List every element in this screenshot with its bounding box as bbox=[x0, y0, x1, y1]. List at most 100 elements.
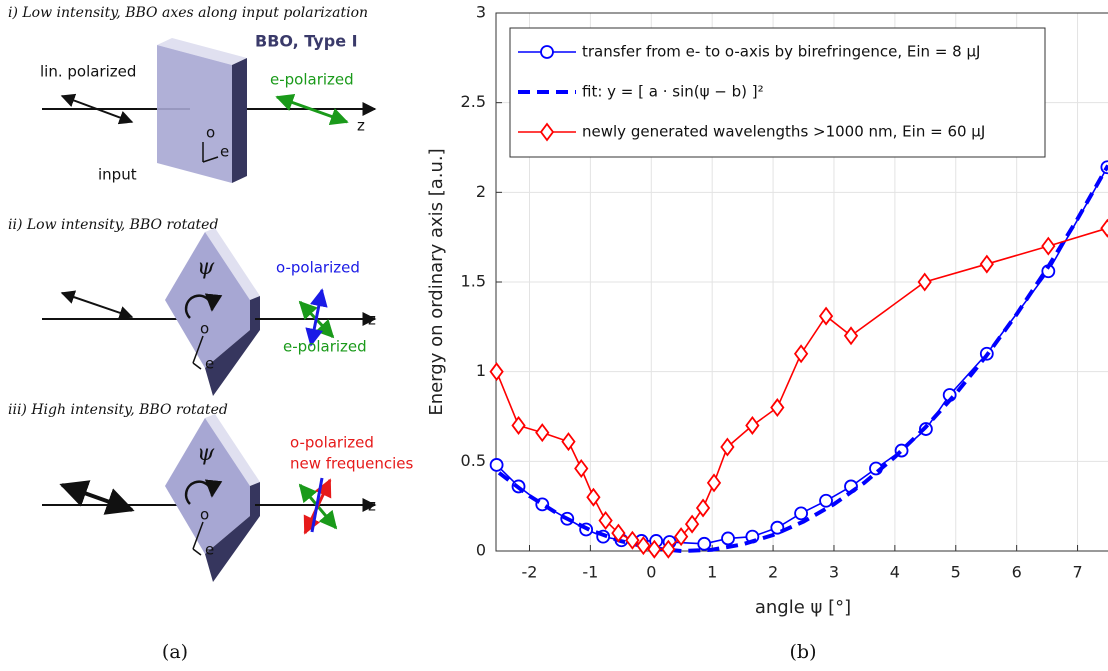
label: e-polarized bbox=[270, 71, 354, 89]
x-tick-label: 6 bbox=[1012, 563, 1022, 582]
crystal-front bbox=[157, 45, 232, 183]
label: lin. polarized bbox=[40, 63, 136, 81]
caption: (b) bbox=[790, 641, 817, 663]
x-tick-label: 3 bbox=[829, 563, 839, 582]
point bbox=[586, 487, 601, 507]
point bbox=[843, 326, 859, 346]
panel-title: ii) Low intensity, BBO rotated bbox=[8, 217, 218, 233]
label: e bbox=[205, 355, 214, 373]
legend-label: fit: y = [ a · sin(ψ − b) ]² bbox=[582, 83, 764, 101]
x-tick-label: 1 bbox=[707, 563, 717, 582]
label: z bbox=[368, 497, 376, 515]
y-tick-label: 1 bbox=[476, 361, 486, 380]
polarization-arrow bbox=[59, 480, 135, 515]
crystal-side bbox=[205, 482, 260, 582]
x-tick-label: -1 bbox=[582, 563, 598, 582]
point bbox=[598, 511, 613, 531]
polarization-arrow bbox=[310, 477, 324, 533]
point bbox=[684, 514, 700, 534]
label: o-polarized bbox=[290, 434, 374, 452]
panel-title: i) Low intensity, BBO axes along input p… bbox=[8, 5, 368, 21]
panel-title: iii) High intensity, BBO rotated bbox=[8, 402, 228, 418]
label: z bbox=[357, 117, 365, 135]
label: o-polarized bbox=[276, 259, 360, 277]
point bbox=[819, 493, 833, 508]
label: input bbox=[98, 166, 137, 184]
label: e bbox=[220, 143, 229, 161]
crystal-side bbox=[205, 296, 260, 396]
y-tick-label: 0 bbox=[476, 541, 486, 560]
angle-label: ψ bbox=[197, 255, 215, 280]
point bbox=[661, 539, 676, 559]
panel-ii: ii) Low intensity, BBO rotated ψ o-polar… bbox=[8, 217, 377, 396]
crystal-top bbox=[157, 38, 247, 65]
legend-marker bbox=[540, 45, 554, 59]
y-tick-label: 2 bbox=[476, 182, 486, 201]
crystal-top bbox=[205, 414, 260, 486]
x-tick-label: 2 bbox=[768, 563, 778, 582]
point bbox=[1041, 236, 1056, 256]
polarization-arrow bbox=[60, 290, 134, 320]
point bbox=[721, 531, 735, 546]
point bbox=[511, 415, 526, 435]
x-axis-label: angle ψ [°] bbox=[755, 597, 851, 618]
point bbox=[636, 536, 651, 556]
axes-icon bbox=[192, 521, 204, 556]
label: e bbox=[205, 541, 214, 559]
x-tick-label: 4 bbox=[890, 563, 900, 582]
point bbox=[611, 523, 626, 543]
point bbox=[720, 437, 735, 457]
crystal-label: BBO, Type I bbox=[255, 32, 358, 51]
label: o bbox=[200, 320, 209, 338]
y-tick-label: 0.5 bbox=[461, 451, 486, 470]
axis-frame bbox=[495, 12, 1108, 552]
label: e-polarized bbox=[283, 338, 367, 356]
chart-b: 0 0.5 1 1.5 2 2.5 3 -2 -1 0 1 2 3 4 5 6 7 transfer from e… bbox=[461, 3, 1108, 582]
point bbox=[535, 423, 550, 443]
y-tick-label: 1.5 bbox=[461, 272, 486, 291]
point bbox=[794, 506, 808, 521]
panel-i: i) Low intensity, BBO axes along input p… bbox=[8, 5, 377, 184]
point bbox=[697, 536, 712, 551]
point bbox=[1100, 218, 1108, 238]
label: o bbox=[206, 124, 215, 142]
label: new frequencies bbox=[290, 455, 414, 473]
polarization-arrow bbox=[305, 288, 328, 347]
rotation-arrow bbox=[184, 479, 223, 505]
crystal-side bbox=[232, 58, 247, 183]
point bbox=[818, 306, 834, 326]
crystal-top bbox=[205, 228, 260, 300]
y-tick-label: 3 bbox=[476, 3, 486, 22]
y-tick-label: 2.5 bbox=[461, 92, 486, 111]
point bbox=[706, 473, 722, 493]
legend-marker bbox=[539, 122, 555, 142]
point bbox=[574, 459, 589, 479]
legend-label: transfer from e- to o-axis by birefringe… bbox=[582, 43, 980, 61]
caption: (a) bbox=[162, 641, 188, 663]
panel-iii: iii) High intensity, BBO rotated ψ o-pol… bbox=[8, 402, 414, 582]
point bbox=[770, 398, 785, 418]
legend: transfer from e- to o-axis by birefringe… bbox=[509, 27, 1046, 158]
rotation-arrow bbox=[184, 293, 223, 319]
point bbox=[793, 344, 809, 364]
x-tick-label: -2 bbox=[522, 563, 538, 582]
angle-label: ψ bbox=[197, 441, 215, 466]
point bbox=[917, 272, 932, 292]
x-tick-label: 5 bbox=[951, 563, 961, 582]
x-tick-label: 7 bbox=[1072, 563, 1082, 582]
polarization-arrow bbox=[60, 93, 134, 125]
point bbox=[489, 458, 504, 472]
label: z bbox=[368, 311, 376, 329]
legend-label: newly generated wavelengths >1000 nm, Ei… bbox=[582, 123, 985, 141]
point bbox=[625, 530, 640, 550]
label: o bbox=[200, 506, 209, 524]
axes-icon bbox=[202, 142, 219, 163]
y-axis-label: Energy on ordinary axis [a.u.] bbox=[426, 148, 447, 415]
point bbox=[745, 415, 760, 435]
point bbox=[489, 362, 504, 382]
point bbox=[561, 432, 576, 452]
point bbox=[673, 527, 689, 547]
point bbox=[647, 539, 662, 559]
point bbox=[979, 254, 994, 274]
